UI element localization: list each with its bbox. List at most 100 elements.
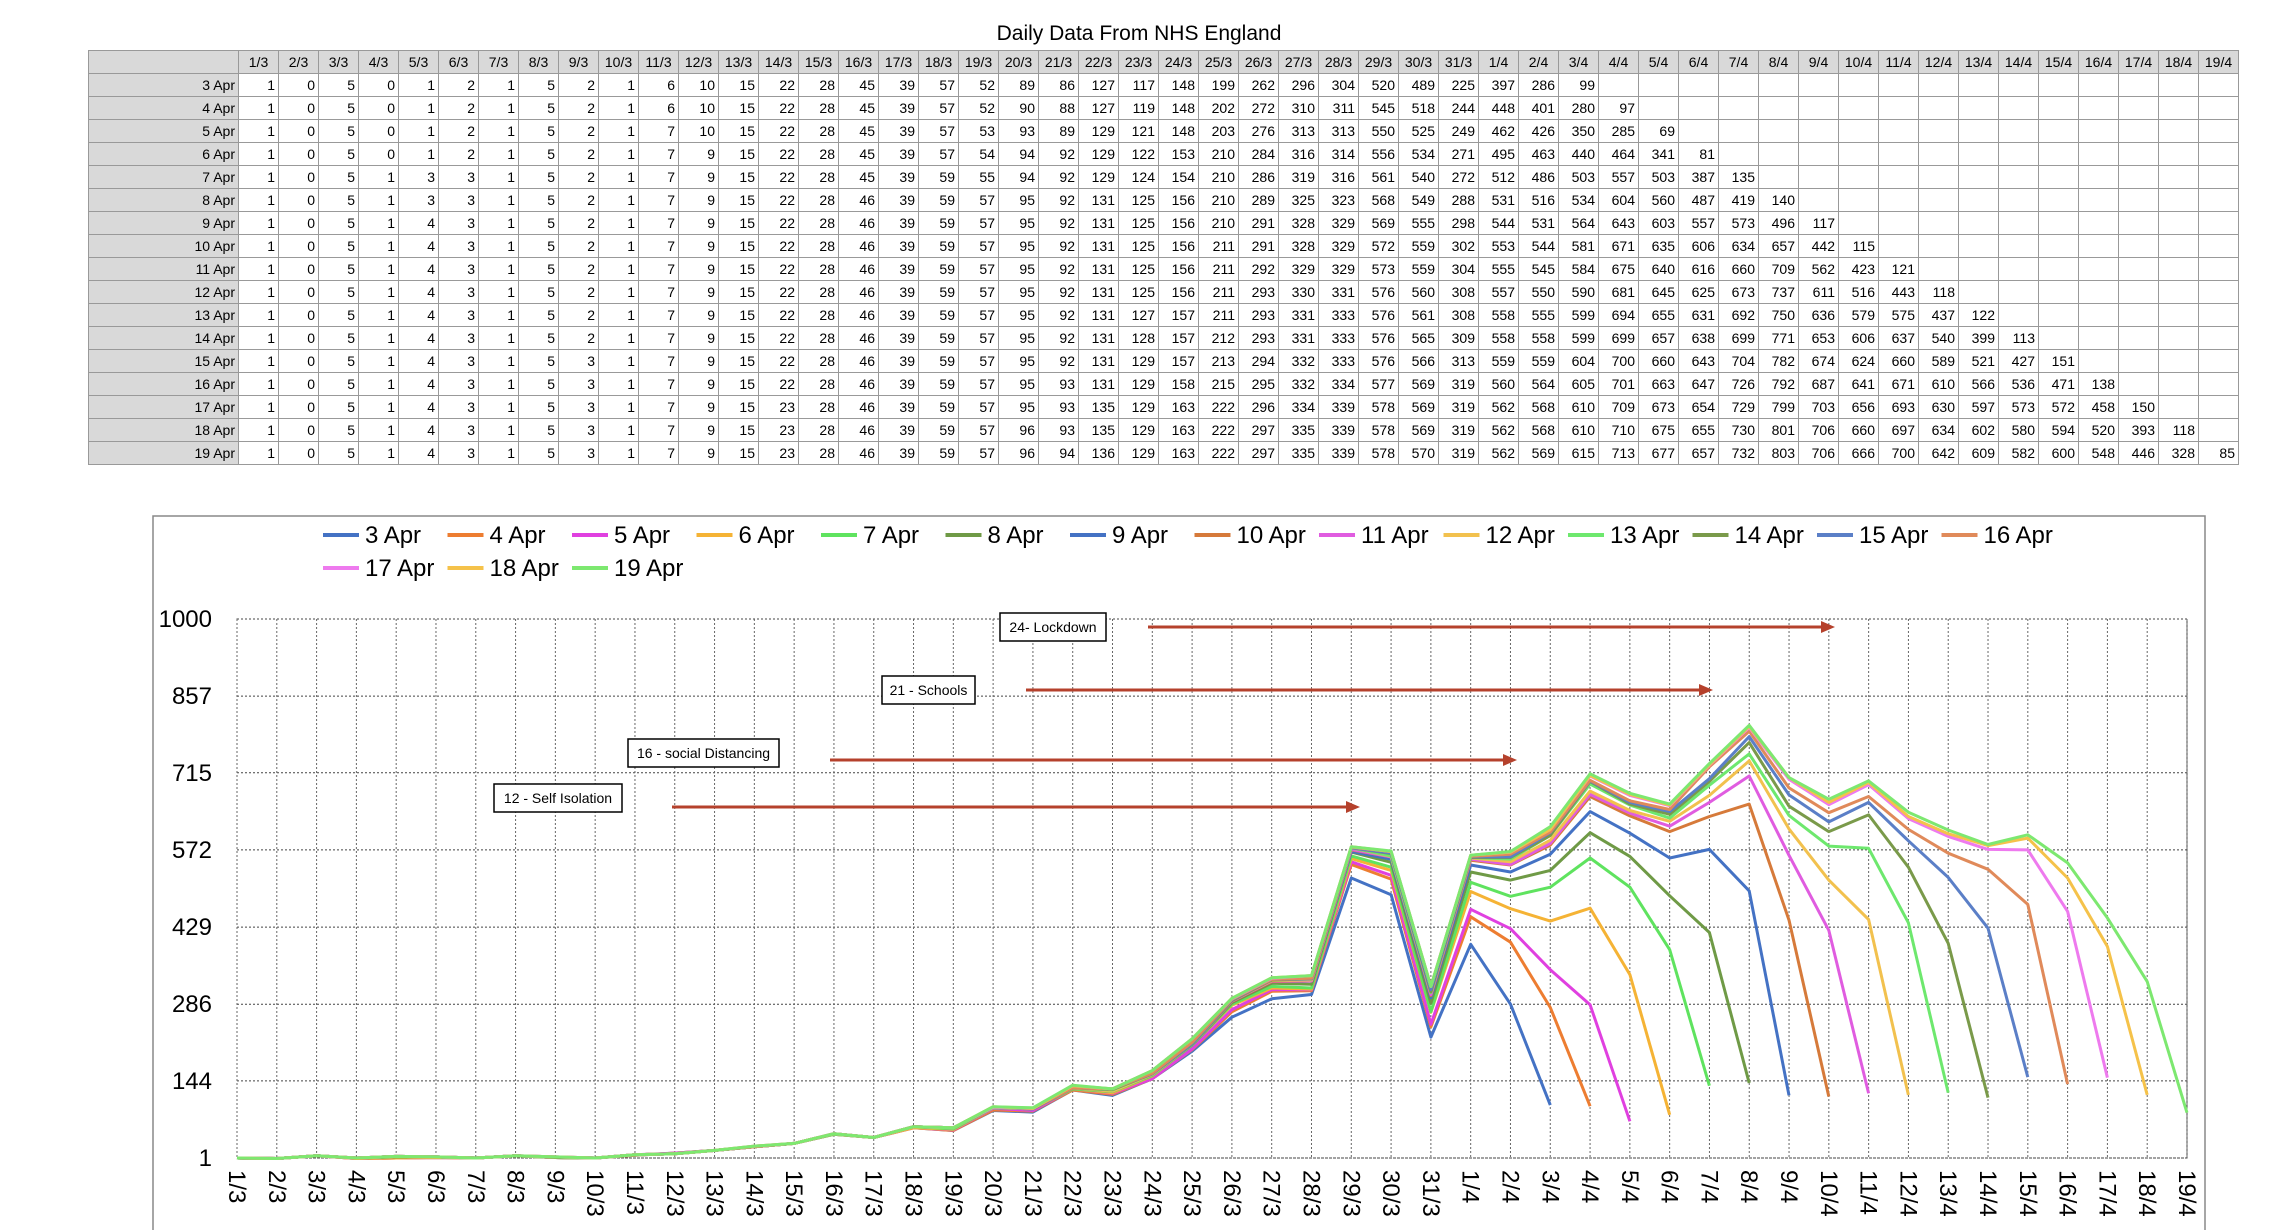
data-cell [1958,142,1999,166]
column-header: 27/3 [1278,50,1319,74]
data-cell: 15 [718,73,759,97]
row-label: 19 Apr [88,441,239,465]
data-cell: 341 [1638,142,1679,166]
row-label: 18 Apr [88,418,239,442]
data-cell [1918,119,1959,143]
data-cell: 9 [678,280,719,304]
data-cell: 576 [1358,303,1399,327]
data-cell: 28 [798,211,839,235]
data-cell: 1 [478,280,519,304]
data-cell [1678,73,1719,97]
column-header: 2/4 [1518,50,1559,74]
data-cell: 276 [1238,119,1279,143]
data-cell: 671 [1598,234,1639,258]
data-cell: 96 [998,418,1039,442]
data-cell: 46 [838,257,879,281]
data-cell: 568 [1518,418,1559,442]
data-cell: 634 [1718,234,1759,258]
data-cell [1998,211,2039,235]
chart-frame [152,515,2206,1230]
data-cell: 148 [1158,96,1199,120]
legend-label: 16 Apr [1984,522,2053,549]
data-cell: 464 [1598,142,1639,166]
data-cell: 99 [1558,73,1599,97]
data-cell: 560 [1638,188,1679,212]
data-cell: 3 [558,441,599,465]
row-label: 17 Apr [88,395,239,419]
annotation-label: 24- Lockdown [1009,619,1096,635]
data-cell: 397 [1478,73,1519,97]
data-cell: 3 [558,395,599,419]
data-cell: 28 [798,257,839,281]
data-cell: 557 [1678,211,1719,235]
data-cell: 562 [1798,257,1839,281]
data-cell [1758,142,1799,166]
data-cell: 516 [1838,280,1879,304]
data-cell: 55 [958,165,999,189]
data-cell: 1 [478,96,519,120]
data-cell: 95 [998,280,1039,304]
x-tick-label: 20/3 [979,1170,1006,1217]
data-cell: 39 [878,96,919,120]
data-cell: 131 [1078,372,1119,396]
x-tick-label: 3/3 [303,1170,330,1203]
data-cell: 129 [1118,372,1159,396]
data-cell: 534 [1558,188,1599,212]
data-cell: 148 [1158,119,1199,143]
x-tick-label: 1/4 [1457,1170,1484,1203]
data-cell [2198,188,2239,212]
legend-label: 4 Apr [490,522,546,549]
x-tick-label: 5/3 [382,1170,409,1203]
data-cell: 7 [638,441,679,465]
data-cell [2198,234,2239,258]
x-tick-label: 13/3 [701,1170,728,1217]
data-cell [1758,119,1799,143]
data-cell: 127 [1118,303,1159,327]
data-cell: 59 [918,372,959,396]
x-tick-label: 18/4 [2133,1170,2160,1217]
data-cell: 135 [1078,395,1119,419]
plot-border [236,618,2188,1159]
data-cell: 28 [798,73,839,97]
data-cell: 127 [1078,96,1119,120]
data-cell: 88 [1038,96,1079,120]
data-cell: 151 [2038,349,2079,373]
data-cell: 329 [1318,211,1359,235]
x-tick-label: 28/3 [1297,1170,1324,1217]
x-tick-label: 19/3 [939,1170,966,1217]
data-cell: 59 [918,303,959,327]
data-cell: 140 [1758,188,1799,212]
legend-label: 3 Apr [365,522,421,549]
data-cell: 129 [1078,119,1119,143]
data-cell: 22 [758,303,799,327]
x-tick-label: 11/4 [1855,1170,1882,1215]
data-cell: 578 [1358,418,1399,442]
x-tick-label: 19/4 [2173,1170,2200,1217]
data-cell: 95 [998,395,1039,419]
data-cell: 663 [1638,372,1679,396]
data-cell: 7 [638,372,679,396]
data-cell [2038,73,2079,97]
data-cell: 560 [1478,372,1519,396]
data-cell: 516 [1518,188,1559,212]
data-cell: 211 [1198,234,1239,258]
data-cell: 710 [1598,418,1639,442]
data-cell: 0 [278,280,319,304]
data-cell: 5 [318,188,359,212]
data-cell: 562 [1478,395,1519,419]
data-cell: 39 [878,119,919,143]
data-cell: 7 [638,395,679,419]
x-tick-label: 15/4 [2014,1170,2041,1217]
column-header: 23/3 [1118,50,1159,74]
data-cell: 803 [1758,441,1799,465]
data-cell: 122 [1118,142,1159,166]
x-tick-label: 10/3 [581,1170,608,1217]
legend-label: 13 Apr [1610,522,1679,549]
column-header: 9/3 [558,50,599,74]
data-cell [1838,96,1879,120]
data-cell: 566 [1398,349,1439,373]
data-cell: 293 [1238,303,1279,327]
data-cell: 39 [878,441,919,465]
data-cell [1758,165,1799,189]
x-tick-label: 13/4 [1934,1170,1961,1217]
